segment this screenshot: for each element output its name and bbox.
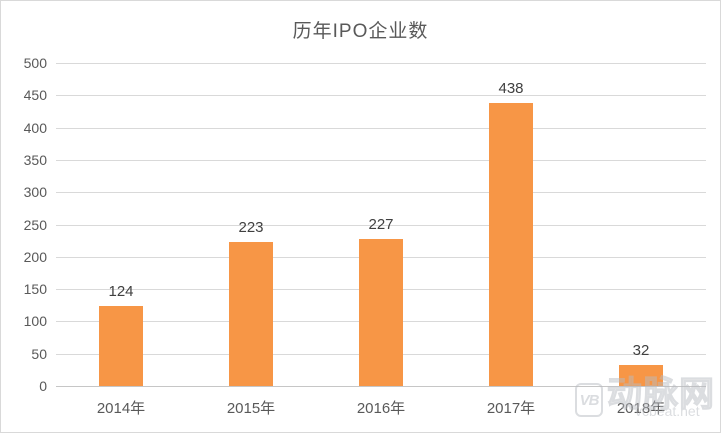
bar-value-label: 438 bbox=[498, 80, 524, 98]
y-axis-tick-label: 500 bbox=[23, 55, 47, 71]
bar bbox=[359, 239, 403, 386]
y-axis-tick-label: 200 bbox=[23, 248, 47, 265]
y-axis-tick-label: 250 bbox=[23, 216, 47, 233]
y-axis-tick-label: 350 bbox=[23, 151, 47, 168]
x-axis-category-label: 2018年 bbox=[616, 400, 666, 417]
x-axis-line bbox=[56, 386, 706, 387]
y-axis-tick-label: 300 bbox=[23, 184, 47, 201]
gridline bbox=[56, 224, 706, 226]
y-axis-tick-label: 150 bbox=[23, 281, 47, 298]
gridline bbox=[56, 159, 706, 161]
gridline bbox=[56, 192, 706, 194]
bar bbox=[489, 103, 533, 386]
bar bbox=[619, 365, 663, 386]
chart-title: 历年IPO企业数 bbox=[292, 21, 429, 42]
y-axis: 500 450 400 350 300 250 200 150 100 50 0 bbox=[1, 55, 47, 394]
x-axis-category-label: 2017年 bbox=[486, 400, 536, 417]
x-axis-category-label: 2015年 bbox=[226, 400, 276, 417]
plot-area: 124 223 227 438 32 bbox=[56, 63, 706, 387]
x-axis: 2014年 2015年 2016年 2017年 2018年 bbox=[56, 397, 706, 421]
y-axis-tick-label: 450 bbox=[23, 87, 47, 104]
y-axis-tick-label: 400 bbox=[23, 119, 47, 136]
y-axis-tick-label: 100 bbox=[23, 313, 47, 330]
bar bbox=[99, 305, 143, 386]
y-axis-tick-label: 0 bbox=[39, 378, 47, 394]
x-axis-category-label: 2016年 bbox=[356, 400, 406, 417]
x-axis-category-label: 2014年 bbox=[96, 400, 146, 417]
bar bbox=[229, 241, 273, 386]
gridline bbox=[56, 95, 706, 97]
bar-value-label: 32 bbox=[632, 342, 650, 360]
gridline bbox=[56, 63, 706, 64]
bar-value-label: 124 bbox=[108, 282, 134, 300]
bar-value-label: 223 bbox=[238, 218, 264, 236]
gridline bbox=[56, 127, 706, 129]
y-axis-tick-label: 50 bbox=[31, 345, 47, 362]
bar-value-label: 227 bbox=[368, 216, 394, 234]
